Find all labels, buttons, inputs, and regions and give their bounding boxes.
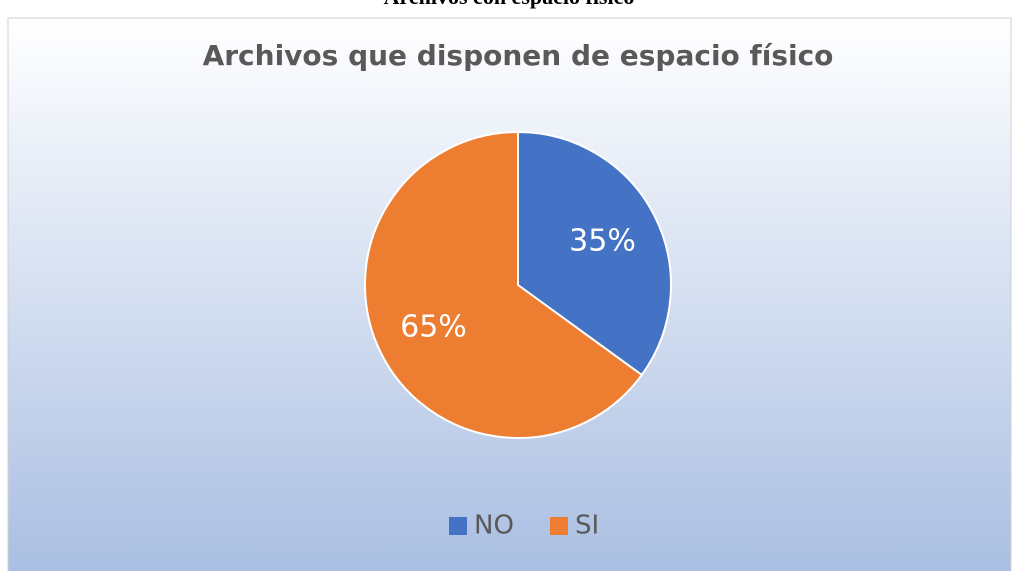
chart-title: Archivos que disponen de espacio físico [203, 39, 834, 72]
pie-slice [364, 130, 644, 439]
legend-swatch [449, 517, 467, 535]
legend-swatch [550, 517, 568, 535]
pie-slice [517, 130, 672, 377]
data-label: 35% [569, 223, 636, 258]
legend-label: SI [575, 511, 599, 541]
legend-label: NO [474, 511, 514, 541]
data-label: 65% [400, 310, 467, 345]
caption: Archivos con espacio físico [384, 0, 635, 9]
